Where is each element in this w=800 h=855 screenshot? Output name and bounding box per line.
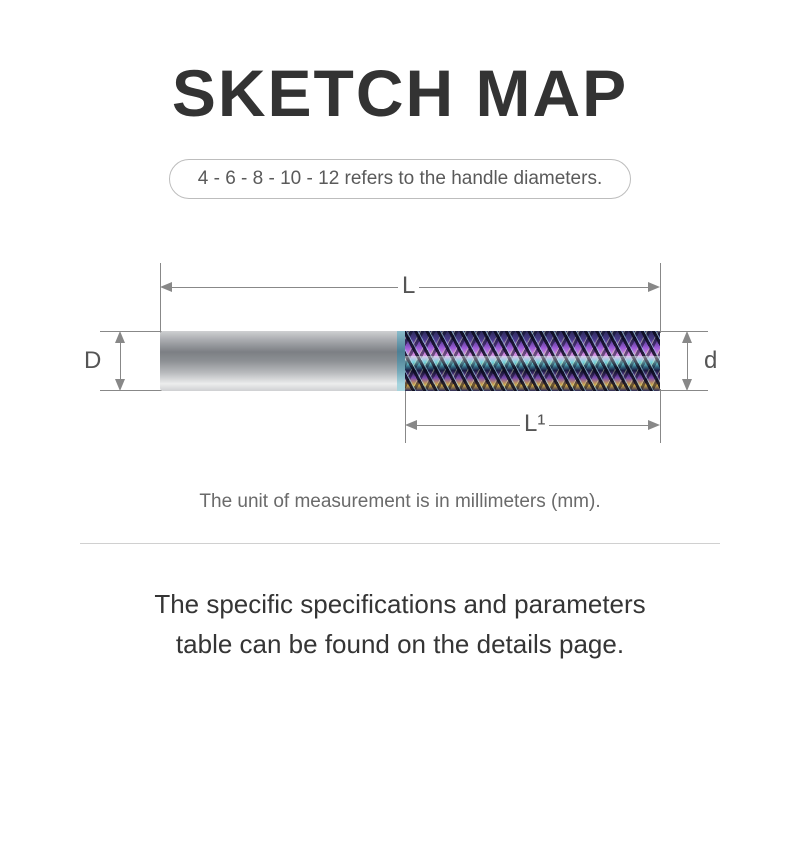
page-title: SKETCH MAP — [0, 55, 800, 131]
dim-D-tick-top — [100, 331, 162, 332]
dim-L1-tick-left — [405, 389, 406, 443]
handle-diameters-pill: 4 - 6 - 8 - 10 - 12 refers to the handle… — [169, 159, 631, 199]
dim-L1-label: L¹ — [520, 410, 549, 438]
dim-L-arrow-right — [648, 282, 660, 292]
dim-L-label: L — [398, 272, 419, 300]
dim-L1-arrow-left — [405, 420, 417, 430]
footer-line2: table can be found on the details page. — [176, 629, 624, 659]
dim-L1-tick-right — [660, 389, 661, 443]
dim-D-arrow-down — [115, 379, 125, 391]
divider — [80, 543, 720, 544]
dim-D-tick-bot — [100, 390, 162, 391]
dim-d-label: d — [700, 347, 721, 375]
dim-L1-arrow-right — [648, 420, 660, 430]
footer-line1: The specific specifications and paramete… — [154, 589, 645, 619]
flute — [405, 331, 660, 391]
dim-L-tick-left — [160, 263, 161, 333]
dim-L-arrow-left — [160, 282, 172, 292]
dim-D-label: D — [80, 347, 105, 375]
dim-D-arrow-up — [115, 331, 125, 343]
dim-L-tick-right — [660, 263, 661, 333]
flute-shine — [405, 356, 660, 367]
dim-D-line — [120, 337, 121, 385]
shank — [160, 331, 405, 391]
sketch-diagram: L L¹ D d — [80, 239, 720, 469]
dim-d-arrow-down — [682, 379, 692, 391]
dim-d-line — [687, 337, 688, 385]
end-mill-graphic — [160, 331, 660, 391]
unit-note: The unit of measurement is in millimeter… — [0, 491, 800, 513]
dim-d-arrow-up — [682, 331, 692, 343]
footer-copy: The specific specifications and paramete… — [80, 584, 720, 665]
